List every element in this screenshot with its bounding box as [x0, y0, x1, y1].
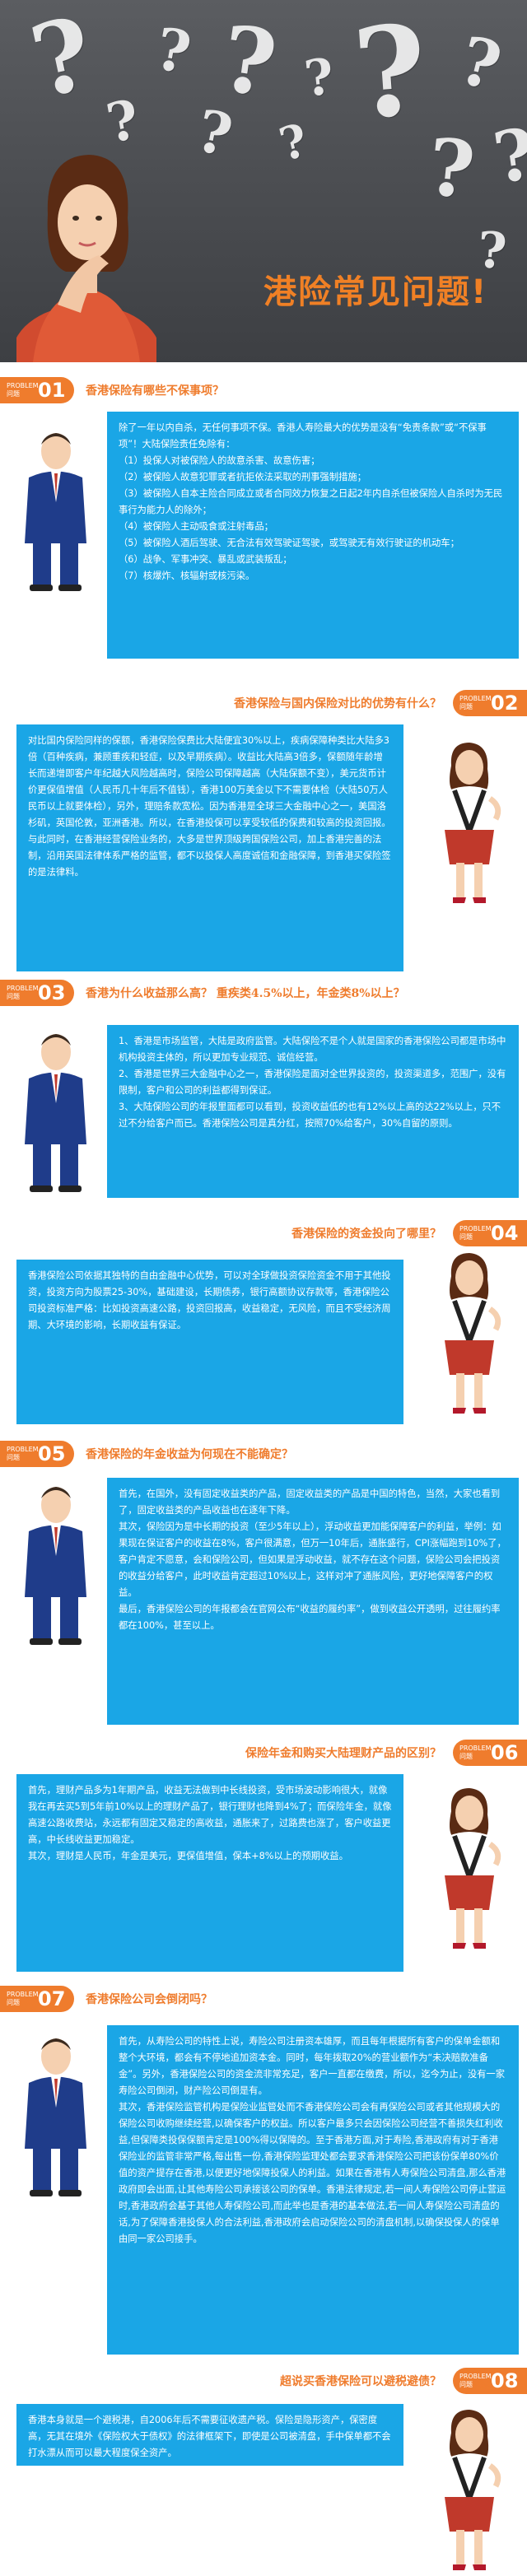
- question-header-01: PROBLEM 问题 01 香港保险有哪些不保事项？: [0, 377, 224, 403]
- question-text: 香港保险公司会倒闭吗？: [86, 1993, 212, 2006]
- answer-paragraph: （1）投保人对被保险人的故意杀害、故意伤害；: [119, 455, 320, 466]
- question-header-08: 超说买香港保险可以避税避债？ PROBLEM 问题 08: [280, 2368, 527, 2394]
- answer-paragraph: 最后，香港保险公司的年报都会在官网公布“收益的履约率”，做到收益公开透明，过往履…: [119, 1604, 501, 1631]
- problem-badge: PROBLEM 问题 04: [453, 1220, 527, 1246]
- question-header-04: 香港保险的资金投向了哪里？ PROBLEM 问题 04: [291, 1220, 527, 1246]
- question-number: 05: [38, 1442, 66, 1465]
- question-text: 香港保险有哪些不保事项？: [86, 384, 224, 398]
- question-mark-icon: ?: [423, 121, 479, 217]
- answer-paragraph: 首先，在国外，没有固定收益类的产品，固定收益类的产品是中国的特色，当然，大家也看…: [119, 1488, 501, 1516]
- badge-label-cn: 问题: [459, 2381, 473, 2388]
- question-mark-icon: ?: [452, 21, 509, 106]
- answer-box-03: 1、香港是市场监管，大陆是政府监管。大陆保险不是个人就是国家的香港保险公司都是市…: [107, 1025, 519, 1198]
- answer-paragraph: （4）被保险人主动吸食或注射毒品；: [119, 521, 273, 532]
- question-mark-icon: ?: [190, 95, 239, 170]
- question-mark-icon: ?: [273, 113, 313, 171]
- question-text: 香港保险与国内保险对比的优势有什么？: [234, 697, 441, 710]
- question-header-05: PROBLEM 问题 05 香港保险的年金收益为何现在不能确定？: [0, 1441, 293, 1467]
- badge-label-en: PROBLEM: [459, 1745, 492, 1752]
- answer-paragraph: 2、香港是世界三大金融中心之一，香港保险是面对全世界投资的，投资渠道多，范围广，…: [119, 1069, 506, 1096]
- problem-badge: PROBLEM 问题 02: [453, 690, 527, 716]
- question-header-03: PROBLEM 问题 03 香港为什么收益那么高？ 重疾类4.5%以上，年金类8%以上…: [0, 980, 405, 1006]
- badge-label-en: PROBLEM: [7, 985, 39, 992]
- answer-box-05: 首先，在国外，没有固定收益类的产品，固定收益类的产品是中国的特色，当然，大家也看…: [107, 1478, 519, 1725]
- badge-label-en: PROBLEM: [459, 695, 492, 702]
- question-text: 香港保险的年金收益为何现在不能确定？: [86, 1448, 293, 1461]
- answer-paragraph: （5）被保险人酒后驾驶、无合法有效驾驶证驾驶，或驾驶无有效行驶证的机动车；: [119, 538, 459, 548]
- badge-label-en: PROBLEM: [7, 1446, 39, 1453]
- badge-label-en: PROBLEM: [7, 1991, 39, 1998]
- answer-paragraph: （2）被保险人故意犯罪或者抗拒依法采取的刑事强制措施；: [119, 472, 366, 482]
- answer-box-02: 对比国内保险同样的保额，香港保险保费比大陆便宜30%以上，疾病保障种类比大陆多3…: [16, 724, 403, 971]
- question-number: 08: [491, 2369, 519, 2392]
- answer-paragraph: （6）战争、军事冲突、暴乱或武装叛乱；: [119, 554, 292, 565]
- question-mark-icon: ?: [488, 113, 527, 200]
- question-header-06: 保险年金和购买大陆理财产品的区别？ PROBLEM 问题 06: [245, 1740, 527, 1766]
- businesswoman-illustration: [428, 1786, 506, 1954]
- badge-label-cn: 问题: [459, 1233, 473, 1241]
- hero-banner: ???????????? 港险常见问题!: [0, 0, 527, 362]
- question-header-02: 香港保险与国内保险对比的优势有什么？ PROBLEM 问题 02: [234, 690, 527, 716]
- problem-badge: PROBLEM 问题 01: [0, 377, 74, 403]
- answer-paragraph: 1、香港是市场监管，大陆是政府监管。大陆保险不是个人就是国家的香港保险公司都是市…: [119, 1036, 506, 1063]
- answer-box-06: 首先，理财产品多为1年期产品，收益无法做到中长线投资，受市场波动影响很大，就像我…: [16, 1774, 403, 1972]
- answer-paragraph: 其次，香港保险监管机构是保险业监管处而不香港保险公司会有再保险公司或者其他规模大…: [119, 2102, 506, 2244]
- answer-paragraph: 对比国内保险同样的保额，香港保险保费比大陆便宜30%以上，疾病保障种类比大陆多3…: [28, 735, 391, 878]
- answer-paragraph: （3）被保险人自本主险合同成立或者合同效力恢复之日起2年内自杀但被保险人自杀时为…: [119, 488, 503, 515]
- businessman-illustration: [16, 1029, 95, 1197]
- businessman-illustration: [16, 1482, 95, 1650]
- question-text: 超说买香港保险可以避税避债？: [280, 2375, 441, 2388]
- question-number: 02: [491, 692, 519, 715]
- badge-label-cn: 问题: [7, 1999, 20, 2006]
- question-number: 06: [491, 1741, 519, 1764]
- answer-paragraph: 香港保险公司依据其独特的自由金融中心优势，可以对全球做投资保险资金不用于其他投资…: [28, 1270, 391, 1330]
- badge-label-cn: 问题: [7, 1454, 20, 1461]
- question-mark-icon: ?: [151, 14, 196, 87]
- badge-label-en: PROBLEM: [7, 382, 39, 389]
- problem-badge: PROBLEM 问题 07: [0, 1986, 74, 2012]
- problem-badge: PROBLEM 问题 06: [453, 1740, 527, 1766]
- businesswoman-illustration: [428, 741, 506, 909]
- answer-paragraph: （7）核爆炸、核辐射或核污染。: [119, 571, 255, 581]
- answer-paragraph: 其次，保险因为是中长期的投资（至少5年以上），浮动收益更加能保障客户的利益，举例…: [119, 1521, 506, 1598]
- question-mark-icon: ?: [301, 48, 337, 109]
- badge-label-cn: 问题: [459, 703, 473, 710]
- answer-paragraph: 首先，从寿险公司的特性上说，寿险公司注册资本雄厚，而且每年根据所有客户的保单金额…: [119, 2036, 506, 2096]
- businessman-illustration: [16, 428, 95, 596]
- businessman-illustration: [16, 2033, 95, 2201]
- question-header-07: PROBLEM 问题 07 香港保险公司会倒闭吗？: [0, 1986, 212, 2012]
- question-mark-icon: ?: [21, 0, 103, 121]
- businesswoman-illustration: [428, 1251, 506, 1419]
- problem-badge: PROBLEM 问题 03: [0, 980, 74, 1006]
- problem-badge: PROBLEM 问题 08: [453, 2368, 527, 2394]
- answer-paragraph: 其次，理财是人民币，年金是美元，更保值增值，保本+8%以上的预期收益。: [28, 1851, 348, 1861]
- badge-label-cn: 问题: [459, 1753, 473, 1760]
- question-text: 香港保险的资金投向了哪里？: [291, 1227, 441, 1241]
- answer-paragraph: 3、大陆保险公司的年报里面都可以看到，投资收益低的也有12%以上高的达22%以上…: [119, 1102, 501, 1129]
- businesswoman-illustration: [428, 2408, 506, 2576]
- question-mark-icon: ?: [348, 0, 431, 147]
- question-number: 01: [38, 379, 66, 402]
- answer-box-01: 除了一年以内自杀，无任何事项不保。香港人寿险最大的优势是没有“免责条款”或“不保…: [107, 412, 519, 659]
- problem-badge: PROBLEM 问题 05: [0, 1441, 74, 1467]
- answer-box-08: 香港本身就是一个避税港，自2006年后不需要征收遗产税。保险是隐形资产，保密度高…: [16, 2404, 403, 2466]
- question-number: 03: [38, 981, 66, 1004]
- answer-box-07: 首先，从寿险公司的特性上说，寿险公司注册资本雄厚，而且每年根据所有客户的保单金额…: [107, 2025, 519, 2355]
- page-title: 港险常见问题!: [264, 273, 488, 311]
- question-text: 香港为什么收益那么高？ 重疾类4.5%以上，年金类8%以上？: [86, 987, 405, 1000]
- answer-paragraph: 香港本身就是一个避税港，自2006年后不需要征收遗产税。保险是隐形资产，保密度高…: [28, 2415, 391, 2458]
- badge-label-en: PROBLEM: [459, 2373, 492, 2380]
- answer-paragraph: 首先，理财产品多为1年期产品，收益无法做到中长线投资，受市场波动影响很大，就像我…: [28, 1785, 392, 1845]
- answer-paragraph: 除了一年以内自杀，无任何事项不保。香港人寿险最大的优势是没有“免责条款”或“不保…: [119, 422, 487, 450]
- answer-box-04: 香港保险公司依据其独特的自由金融中心优势，可以对全球做投资保险资金不用于其他投资…: [16, 1260, 403, 1424]
- badge-label-en: PROBLEM: [459, 1225, 492, 1232]
- question-text: 保险年金和购买大陆理财产品的区别？: [245, 1747, 441, 1760]
- badge-label-cn: 问题: [7, 993, 20, 1000]
- badge-label-cn: 问题: [7, 390, 20, 398]
- question-number: 04: [491, 1222, 519, 1245]
- question-number: 07: [38, 1987, 66, 2010]
- thinking-woman-illustration: [16, 155, 156, 362]
